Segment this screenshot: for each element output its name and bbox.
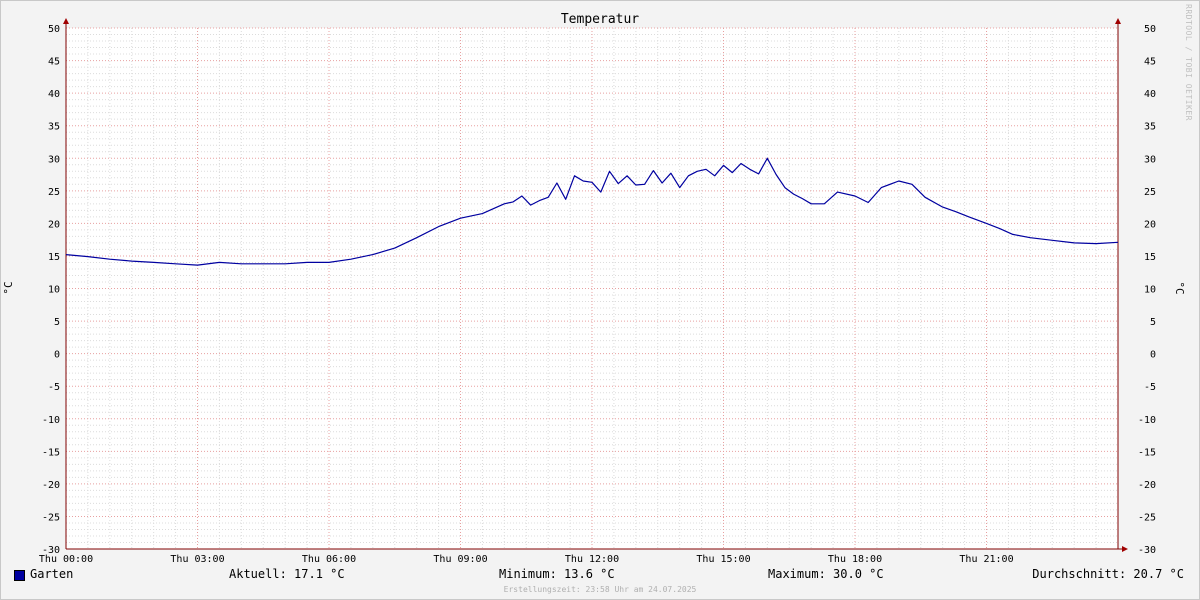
y-tick-label-right: 40 — [1144, 89, 1156, 100]
y-tick-label-right: 35 — [1144, 122, 1156, 133]
legend-average: Durchschnitt: 20.7 °C — [1032, 567, 1184, 581]
x-tick-label: Thu 21:00 — [959, 554, 1013, 565]
y-axis-label-left: °C — [2, 281, 15, 294]
y-tick-label-right: 5 — [1150, 317, 1156, 328]
axes — [63, 18, 1128, 552]
y-axis-left-arrow — [63, 18, 69, 24]
y-tick-label-left: 25 — [48, 187, 60, 198]
y-tick-label-left: 30 — [48, 154, 60, 165]
y-tick-label-right: 50 — [1144, 24, 1156, 35]
y-tick-label-left: -15 — [42, 447, 60, 458]
y-tick-label-left: 10 — [48, 285, 60, 296]
y-axis-label-right: °C — [1173, 281, 1186, 294]
rrdtool-credit: RRDTOOL / TOBI OETIKER — [1184, 4, 1193, 121]
y-tick-label-right: 10 — [1144, 285, 1156, 296]
y-tick-label-left: 20 — [48, 219, 60, 230]
grid — [65, 27, 1118, 550]
y-tick-label-left: -20 — [42, 480, 60, 491]
y-tick-label-right: 45 — [1144, 57, 1156, 68]
y-tick-label-left: 45 — [48, 57, 60, 68]
y-tick-label-left: 40 — [48, 89, 60, 100]
y-tick-label-right: 30 — [1144, 154, 1156, 165]
legend-minimum: Minimum: 13.6 °C — [499, 567, 615, 581]
x-tick-label: Thu 00:00 — [39, 554, 93, 565]
y-tick-label-left: -10 — [42, 415, 60, 426]
y-tick-label-right: 15 — [1144, 252, 1156, 263]
series-layer — [65, 157, 1119, 266]
x-tick-label: Thu 15:00 — [696, 554, 750, 565]
legend-maximum: Maximum: 30.0 °C — [768, 567, 884, 581]
y-tick-label-right: -25 — [1138, 512, 1156, 523]
x-tick-label: Thu 12:00 — [565, 554, 619, 565]
y-tick-label-right: 25 — [1144, 187, 1156, 198]
y-tick-label-left: 5 — [54, 317, 60, 328]
y-tick-label-right: -30 — [1138, 545, 1156, 556]
series-line-garten — [65, 157, 1119, 266]
y-tick-label-left: 35 — [48, 122, 60, 133]
y-tick-label-right: -15 — [1138, 447, 1156, 458]
y-tick-label-right: 0 — [1150, 350, 1156, 361]
legend-swatch-garten — [14, 570, 25, 581]
x-tick-label: Thu 18:00 — [828, 554, 882, 565]
x-tick-label: Thu 09:00 — [433, 554, 487, 565]
x-tick-label: Thu 03:00 — [170, 554, 224, 565]
y-tick-label-right: -5 — [1144, 382, 1156, 393]
y-tick-label-left: -25 — [42, 512, 60, 523]
y-tick-label-right: -10 — [1138, 415, 1156, 426]
y-tick-label-left: 50 — [48, 24, 60, 35]
y-tick-label-right: -20 — [1138, 480, 1156, 491]
y-tick-label-left: 15 — [48, 252, 60, 263]
legend: Garten Aktuell: 17.1 °C Minimum: 13.6 °C… — [0, 567, 1200, 585]
x-tick-label: Thu 06:00 — [302, 554, 356, 565]
y-tick-label-right: 20 — [1144, 219, 1156, 230]
chart-title: Temperatur — [561, 12, 639, 27]
y-tick-label-left: -30 — [42, 545, 60, 556]
creation-time: Erstellungszeit: 23:58 Uhr am 24.07.2025 — [503, 585, 697, 594]
x-axis-arrow — [1122, 546, 1128, 552]
y-axis-right-arrow — [1115, 18, 1121, 24]
legend-series-label: Garten — [30, 567, 74, 581]
y-tick-label-left: 0 — [54, 350, 60, 361]
legend-current: Aktuell: 17.1 °C — [229, 567, 345, 581]
y-tick-label-left: -5 — [48, 382, 60, 393]
